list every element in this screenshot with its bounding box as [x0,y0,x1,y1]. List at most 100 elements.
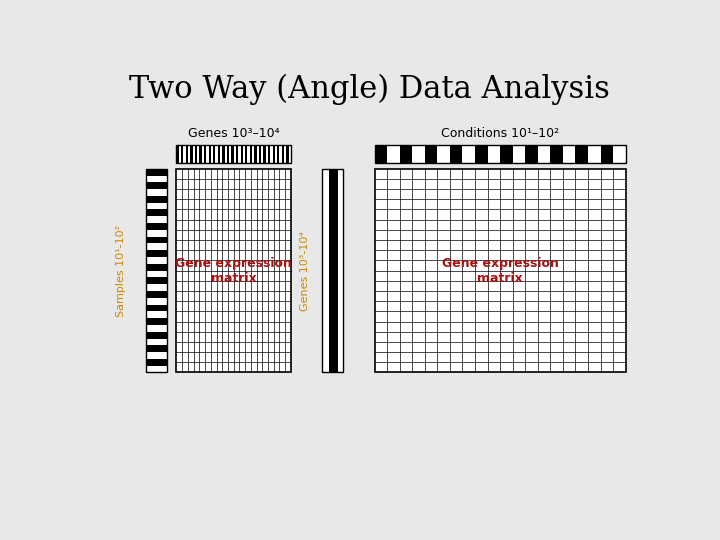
Bar [145,325,167,332]
Bar [145,176,167,183]
Bar [270,145,273,163]
Bar [289,145,291,163]
Bar [261,145,264,163]
Text: Genes 10³–10⁴: Genes 10³–10⁴ [188,127,280,140]
Bar [273,145,275,163]
Bar [266,145,268,163]
Bar [145,278,167,284]
Bar [145,230,167,237]
Bar [215,145,217,163]
Text: Gene expression
matrix: Gene expression matrix [175,256,292,285]
Bar [248,145,250,163]
Bar [220,145,222,163]
Bar [145,237,167,244]
Text: Gene expression
matrix: Gene expression matrix [441,256,559,285]
Bar [145,168,167,373]
Bar [487,145,500,163]
Bar [238,145,240,163]
Bar [538,145,550,163]
Bar [145,202,167,210]
Bar [145,318,167,325]
Bar [425,145,437,163]
Bar [400,145,413,163]
Text: Conditions 10¹–10²: Conditions 10¹–10² [441,127,559,140]
Bar [211,145,213,163]
Bar [240,145,243,163]
Bar [475,145,487,163]
Bar [613,145,626,163]
Bar [413,145,425,163]
Bar [192,145,195,163]
Bar [204,145,206,163]
Bar [145,189,167,196]
Bar [145,168,167,176]
Text: Genes 10³-10⁴: Genes 10³-10⁴ [300,231,310,310]
Bar [227,145,229,163]
Text: Samples 10¹-10²: Samples 10¹-10² [116,225,126,316]
Bar [513,145,526,163]
Bar [145,291,167,298]
Bar [282,145,284,163]
Bar [145,359,167,366]
Bar [374,145,626,163]
Bar [206,145,209,163]
Bar [197,145,199,163]
Bar [600,145,613,163]
Bar [145,217,167,223]
Bar [374,145,387,163]
Bar [236,145,238,163]
Bar [250,145,252,163]
Bar [234,145,236,163]
Bar [550,145,563,163]
Bar [199,145,202,163]
Bar [145,284,167,291]
Bar [225,145,227,163]
Bar [588,145,600,163]
Bar [176,168,291,373]
Bar [145,298,167,305]
Bar [437,145,450,163]
Bar [222,145,225,163]
Bar [563,145,575,163]
Bar [145,271,167,278]
Bar [387,145,400,163]
Bar [145,339,167,345]
Bar [145,264,167,271]
Bar [500,145,513,163]
Bar [374,168,626,373]
Bar [188,145,190,163]
Bar [254,145,256,163]
Bar [243,145,245,163]
Bar [575,145,588,163]
Bar [256,145,259,163]
Bar [145,183,167,189]
Bar [145,305,167,312]
Bar [179,145,181,163]
Bar [145,332,167,339]
Bar [145,223,167,230]
Bar [184,145,186,163]
Bar [259,145,261,163]
Bar [277,145,279,163]
Bar [231,145,234,163]
Text: Two Way (Angle) Data Analysis: Two Way (Angle) Data Analysis [129,74,609,105]
Bar [145,210,167,217]
Bar [245,145,248,163]
Bar [268,145,270,163]
Bar [145,257,167,264]
Bar [176,145,291,163]
Bar [145,345,167,352]
Bar [186,145,188,163]
Bar [217,145,220,163]
Bar [145,196,167,202]
Bar [275,145,277,163]
Bar [287,145,289,163]
Bar [279,145,282,163]
Bar [145,352,167,359]
Bar [145,366,167,373]
Bar [209,145,211,163]
Bar [229,145,231,163]
Bar [176,145,179,163]
Bar [462,145,475,163]
Bar [264,145,266,163]
